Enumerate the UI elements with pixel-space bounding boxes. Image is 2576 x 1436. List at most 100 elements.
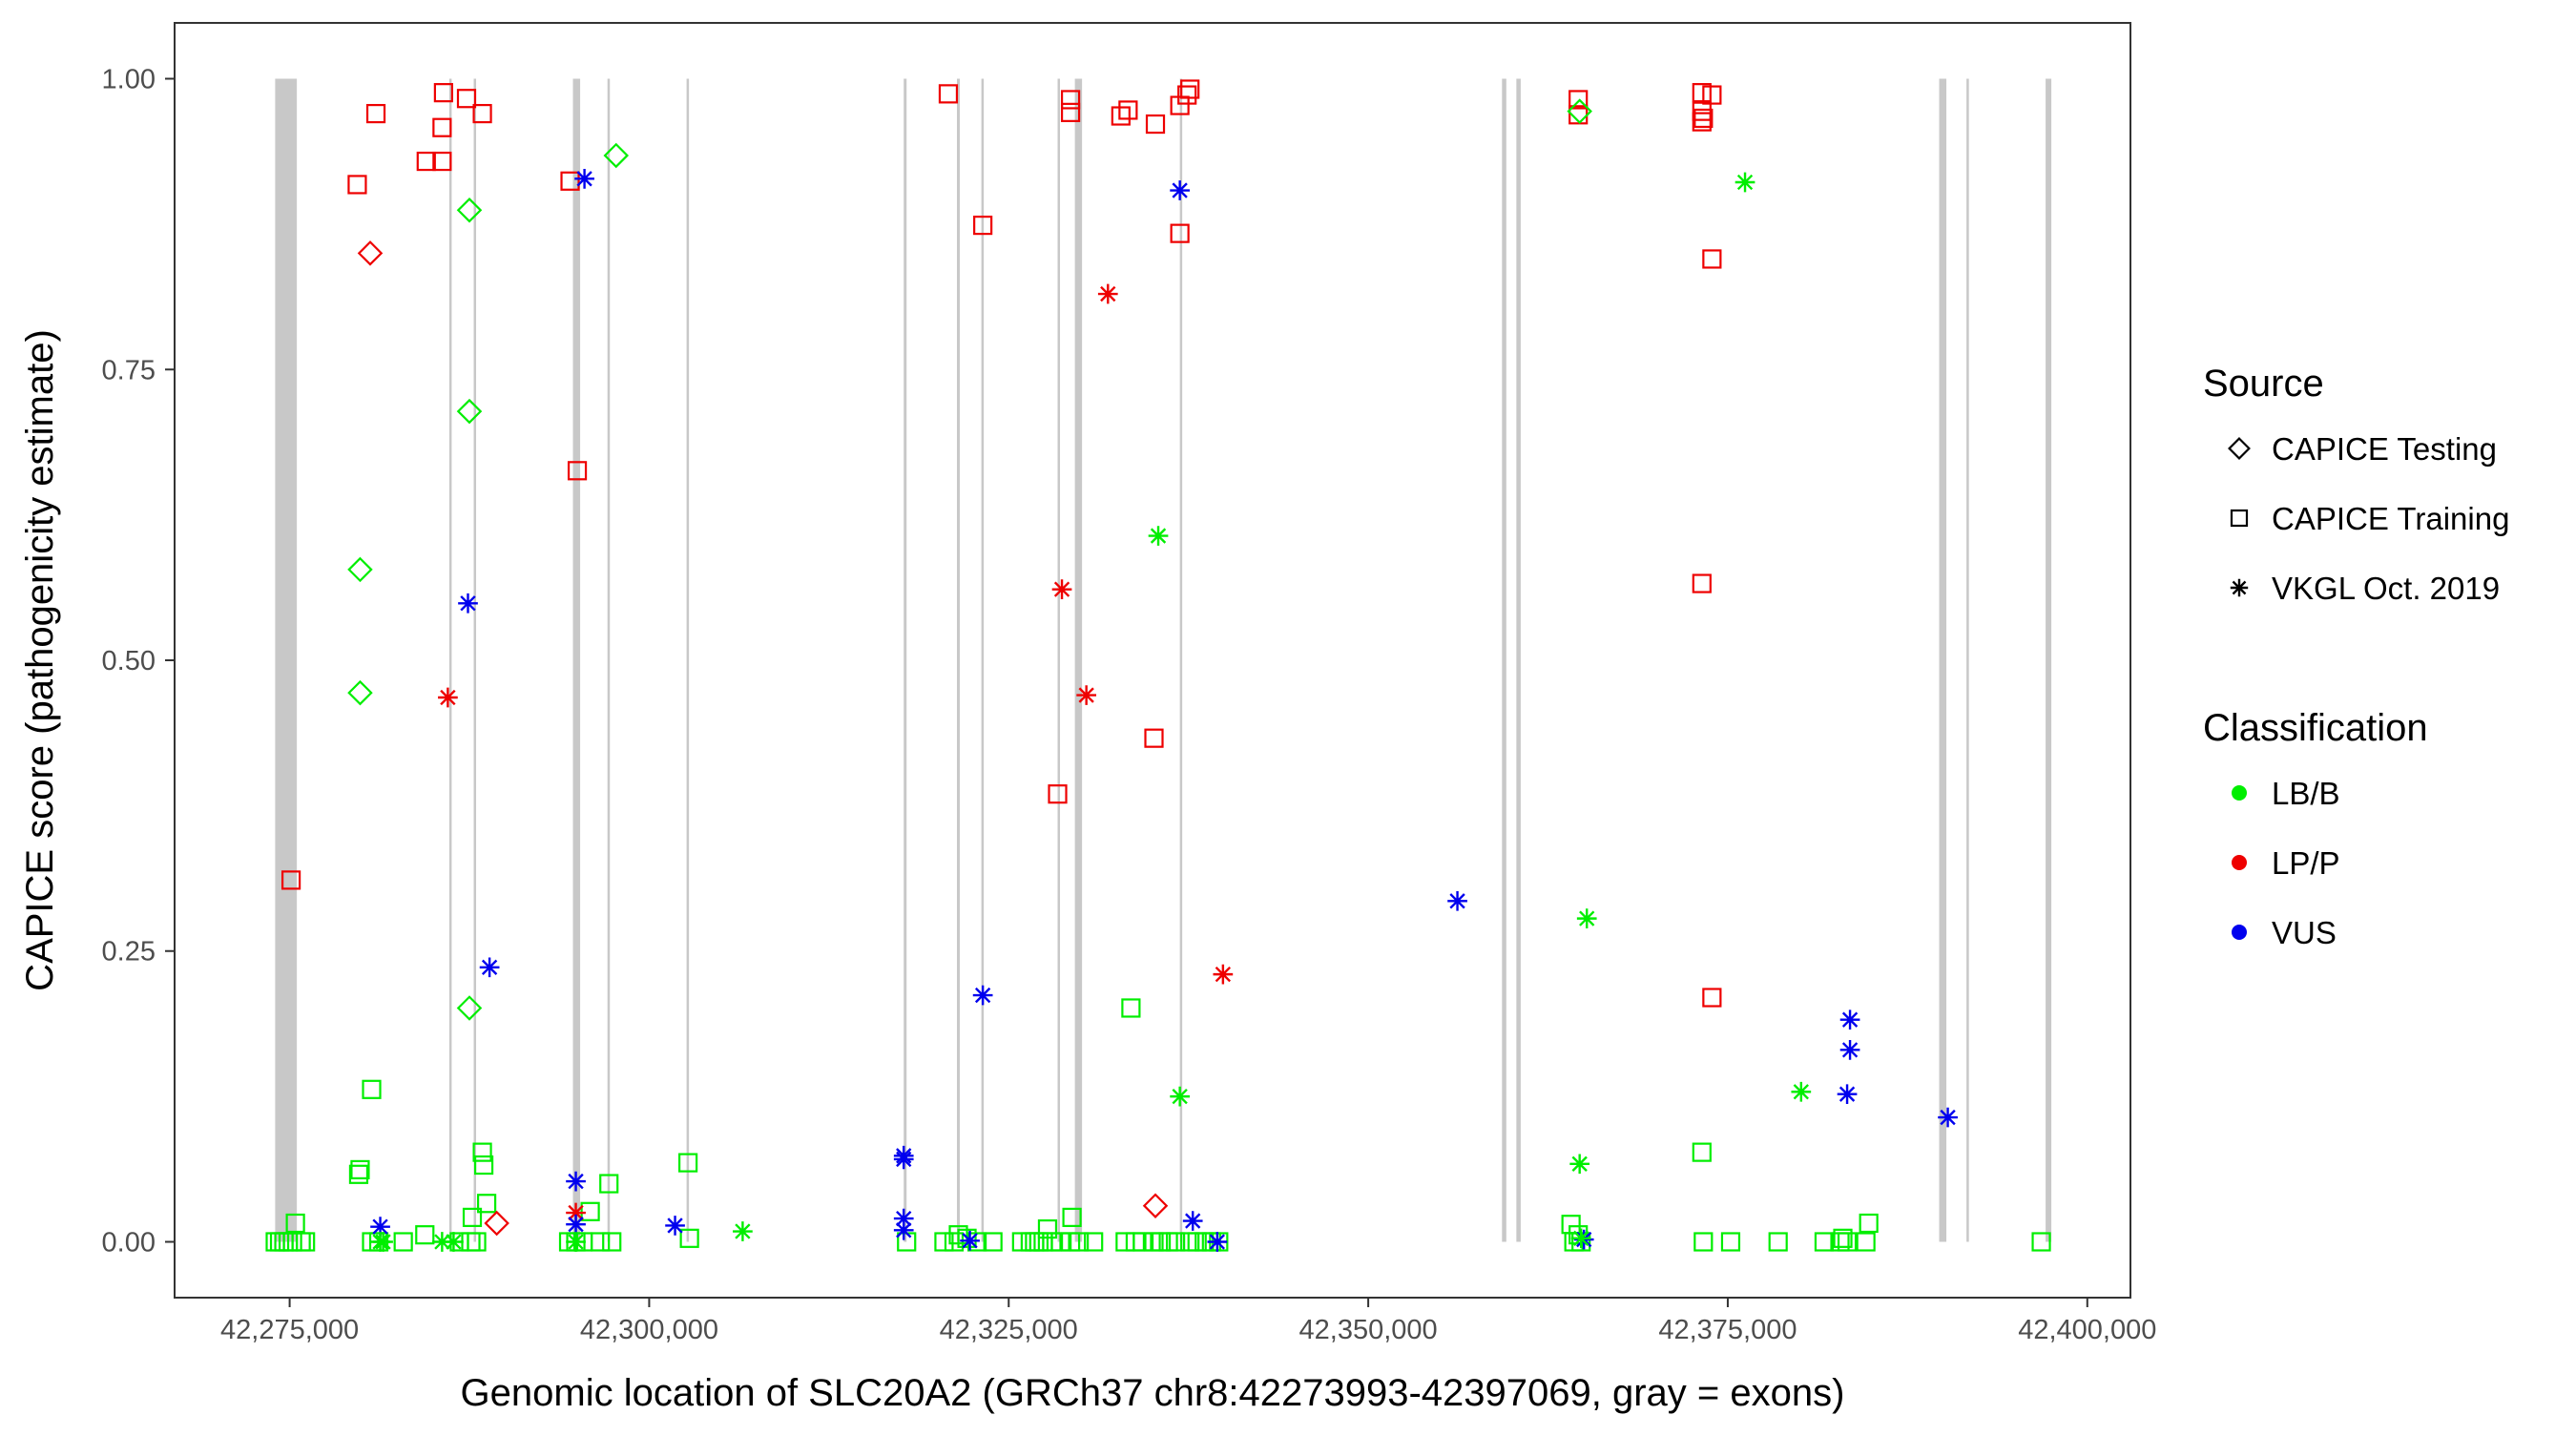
data-point-capice-training-lb-b-28 [602,1232,622,1252]
data-point-capice-training-lp-p-6 [433,83,453,103]
data-point-capice-training-lp-p-19 [1145,114,1166,135]
data-point-capice-training-lp-p-27 [1692,101,1712,121]
data-point-capice-training-lb-b-53 [1132,1232,1153,1252]
x-axis-title: Genomic location of SLC20A2 (GRCh37 chr8… [461,1372,1845,1414]
data-point-capice-training-lp-p-32 [1702,988,1722,1008]
exon-band-5 [686,78,690,1242]
data-point-vkgl-oct-2019-vus-10 [893,1219,914,1240]
data-point-capice-training-lp-p-0 [280,870,301,890]
data-point-capice-training-lp-p-28 [1692,112,1712,132]
data-point-vkgl-oct-2019-vus-9 [893,1208,914,1229]
exon-band-4 [607,78,611,1242]
data-point-vkgl-oct-2019-lp-p-3 [1076,685,1097,705]
data-point-vkgl-oct-2019-lb-b-3 [444,1232,464,1252]
data-point-capice-testing-lb-b-2 [456,197,483,223]
data-point-capice-training-lb-b-43 [1037,1218,1058,1239]
data-point-vkgl-oct-2019-vus-20 [1837,1084,1858,1105]
data-point-vkgl-oct-2019-lb-b-1 [373,1232,393,1252]
x-tick-label-5: 42,400,000 [2018,1315,2156,1345]
legend-source-key-2 [2230,578,2249,597]
data-point-capice-training-lb-b-33 [944,1232,965,1252]
data-point-capice-testing-lp-p-2 [1142,1193,1169,1218]
data-point-capice-training-lp-p-33 [1702,249,1722,269]
legend-class-label-1: LP/P [2272,845,2340,881]
exon-layer [275,78,2052,1242]
data-point-capice-training-lb-b-5 [285,1213,305,1234]
data-point-vkgl-oct-2019-lb-b-4 [566,1232,586,1252]
exon-band-7 [957,78,961,1242]
data-point-capice-training-lp-p-2 [365,103,386,124]
data-point-capice-testing-lb-b-4 [456,995,483,1021]
data-point-capice-training-lb-b-74 [1837,1232,1858,1252]
data-point-vkgl-oct-2019-lb-b-7 [1170,1086,1190,1107]
data-point-capice-training-lp-p-14 [1060,90,1081,110]
data-point-vkgl-oct-2019-vus-11 [960,1230,980,1251]
data-point-vkgl-oct-2019-vus-0 [370,1217,390,1237]
exon-band-11 [1179,78,1183,1242]
data-point-capice-training-lp-p-20 [1170,95,1190,115]
x-tick-label-4: 42,375,000 [1658,1315,1797,1345]
data-point-capice-training-lb-b-29 [678,1153,698,1173]
data-point-capice-training-lb-b-57 [1166,1232,1186,1252]
exon-band-8 [981,78,985,1242]
exon-band-9 [1057,78,1061,1242]
data-point-capice-training-lp-p-18 [1144,728,1164,748]
data-point-capice-training-lb-b-35 [957,1228,977,1248]
data-point-capice-training-lp-p-10 [567,461,588,481]
data-point-capice-training-lp-p-5 [432,117,452,137]
data-point-capice-training-lb-b-17 [462,1207,483,1227]
data-point-capice-training-lp-p-21 [1170,223,1190,243]
data-point-capice-training-lb-b-48 [1070,1232,1090,1252]
legend-source-key-0 [2228,437,2251,460]
data-point-capice-testing-lp-p-0 [357,240,384,266]
exon-band-14 [1939,78,1947,1242]
data-point-capice-training-lb-b-14 [415,1225,435,1245]
data-point-capice-training-lp-p-7 [456,89,477,109]
data-point-vkgl-oct-2019-lp-p-2 [1051,579,1072,599]
data-point-capice-training-lp-p-16 [1111,106,1131,126]
legend-class-key-0 [2232,785,2247,801]
legend-class-key-2 [2232,925,2247,940]
data-point-vkgl-oct-2019-vus-1 [458,593,478,614]
data-point-vkgl-oct-2019-vus-13 [1170,180,1190,200]
data-point-capice-training-lb-b-51 [1121,998,1141,1018]
data-point-vkgl-oct-2019-vus-12 [972,985,993,1006]
data-point-vkgl-oct-2019-lb-b-12 [1791,1081,1812,1102]
axis-layer: 42,275,000 42,300,000 42,325,000 42,350,000… [102,65,2157,1345]
data-point-vkgl-oct-2019-vus-17 [1573,1229,1594,1250]
data-point-capice-training-lb-b-18 [467,1232,487,1252]
x-tick-label-0: 42,275,000 [220,1315,359,1345]
data-point-capice-training-lb-b-20 [473,1155,494,1176]
data-point-capice-training-lp-p-23 [1180,79,1200,99]
data-point-capice-training-lb-b-8 [348,1164,369,1184]
data-point-vkgl-oct-2019-lb-b-6 [1148,526,1169,546]
legend-class-key-1 [2232,855,2247,870]
data-point-vkgl-oct-2019-vus-15 [1207,1232,1228,1252]
y-tick-label-2: 0.50 [102,646,156,676]
data-point-capice-testing-lb-b-6 [1567,98,1592,124]
data-point-capice-training-lp-p-31 [1702,85,1722,105]
data-point-capice-testing-lb-b-1 [347,679,373,706]
exon-band-6 [904,78,907,1242]
exon-band-0 [275,78,298,1242]
data-point-vkgl-oct-2019-vus-5 [574,168,594,189]
legend-class-label-0: LB/B [2272,776,2340,811]
data-point-vkgl-oct-2019-vus-4 [566,1214,586,1235]
data-point-capice-training-lb-b-76 [1856,1232,1876,1252]
y-tick-label-3: 0.75 [102,355,156,385]
legend-source-title: Source [2203,363,2324,405]
exon-band-1 [448,78,452,1242]
exon-band-12 [1502,78,1506,1242]
data-point-capice-training-lp-p-22 [1177,85,1197,105]
exon-band-15 [1966,78,1969,1242]
legend-classification-title: Classification [2203,707,2428,749]
x-tick-label-3: 42,350,000 [1299,1315,1438,1345]
data-point-capice-training-lb-b-9 [350,1159,370,1180]
data-point-capice-training-lp-p-11 [938,84,959,104]
data-point-capice-training-lp-p-17 [1118,100,1138,120]
data-point-vkgl-oct-2019-vus-3 [566,1171,586,1192]
data-point-capice-training-lp-p-26 [1692,83,1712,103]
data-point-capice-training-lb-b-10 [362,1079,382,1099]
data-point-vkgl-oct-2019-lb-b-11 [1735,172,1755,193]
data-point-capice-training-lb-b-45 [1050,1232,1070,1252]
